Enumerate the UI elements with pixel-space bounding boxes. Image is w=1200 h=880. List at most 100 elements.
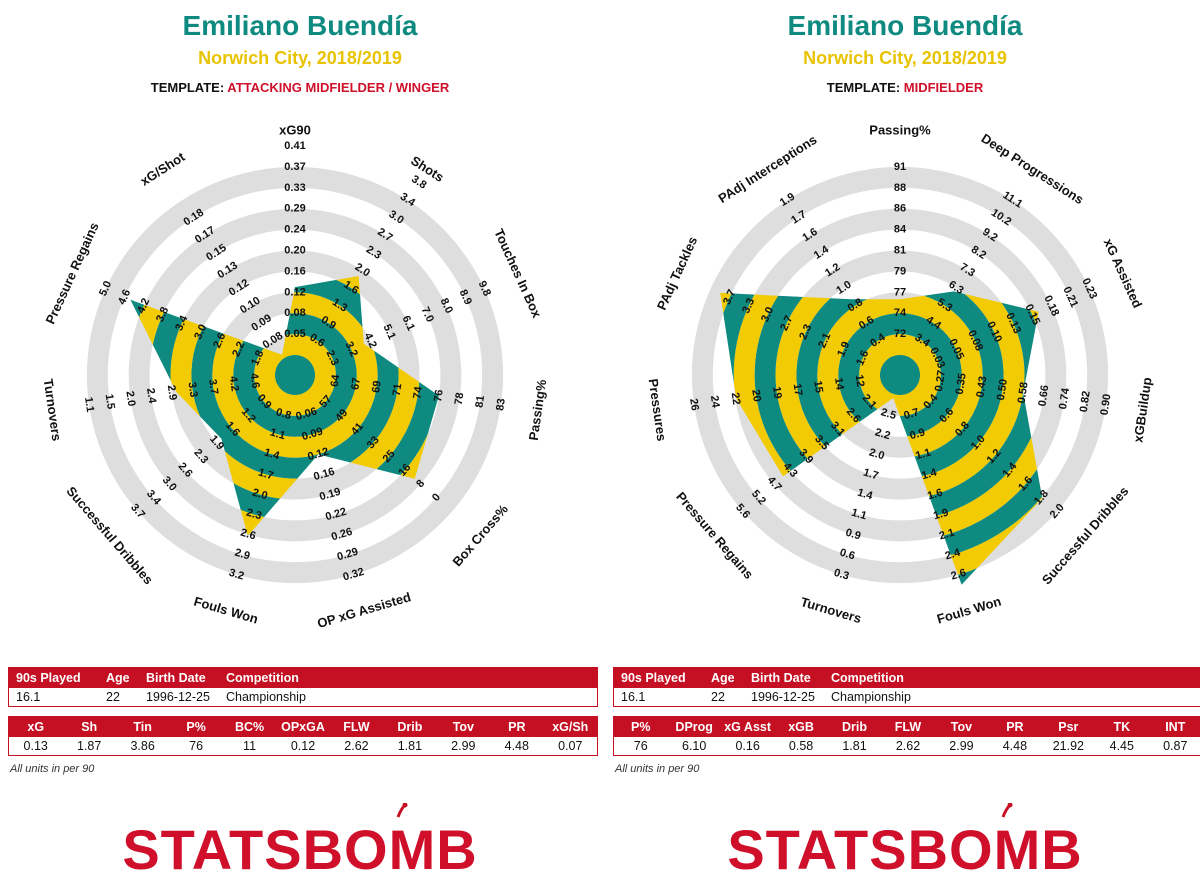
stat-value: 6.10 [682,739,707,753]
stat-value: 4.48 [1002,739,1028,753]
stat-header: Drib [397,720,423,734]
header-age: Age [106,671,130,685]
tick-label: 1.9 [835,340,852,359]
player-name: Emiliano Buendía [787,10,1023,41]
tick-label: 81 [473,395,487,409]
stat-header: Sh [81,720,98,734]
tick-label: 1.1 [914,446,932,462]
info-table-header: 90s Played Age Birth Date Competition [9,668,597,688]
tick-label: 0.58 [1016,381,1031,404]
tick-label: 67 [349,377,363,391]
stat-value: 0.12 [290,739,316,753]
stat-header: BC% [234,720,265,734]
tick-label: 5.0 [97,279,114,298]
tick-label: 1.5 [103,393,117,410]
header-competition: Competition [831,671,904,685]
stat-header: Tov [452,720,474,734]
value-band [254,334,336,416]
stat-header: INT [1165,720,1186,734]
stat-value: 2.99 [949,739,974,753]
tick-label: 0.06 [295,405,319,423]
tick-label: 79 [894,265,906,277]
tick-label: 3.2 [227,567,245,583]
info-table: 90s Played Age Birth Date Competition 16… [8,667,598,707]
tick-label: 86 [894,203,906,215]
tick-label: 1.1 [269,426,287,442]
tick-label: 64 [329,373,343,388]
tick-label: 0.27 [933,369,948,392]
tick-label: 91 [894,161,906,173]
stat-header: P% [186,720,206,734]
tick-label: 2.9 [165,384,179,401]
info-table-header: 90s Played Age Birth Date Competition [614,668,1200,688]
statsbomb-logo: STATSBOMB [122,803,477,878]
tick-label: 0.19 [318,486,342,504]
stat-value: 2.62 [344,739,369,753]
tick-label: 2.3 [245,507,263,523]
stats-table: xG Sh Tin P% BC% OPxGA FLW Drib Tov PR x… [8,716,598,756]
stat-header: FLW [343,720,370,734]
radar-chart: 727477798184868891Passing%3.44.45.36.37.… [646,123,1155,627]
tick-label: 5.1 [381,323,398,342]
axis-label: xG/Shot [137,149,188,189]
radar-chart: 0.05 0.08 0.12 0.16 0.20 0.24 0.29 0.33 0.37 0.41… [41,123,550,631]
stat-header: Psr [1058,720,1079,734]
tick-label: 0.8 [274,406,292,422]
stats-table-header: P% DProg xG Asst xGB Drib FLW Tov PR Psr… [614,717,1200,737]
header-birth-date: Birth Date [146,671,206,685]
tick-label: 0.08 [284,307,305,319]
tick-label: 0.12 [306,446,330,464]
tick-label: 0.12 [284,286,305,298]
value-competition: Championship [831,690,911,704]
tick-label: 1.1 [82,396,96,413]
tick-label: 4.2 [227,375,241,392]
tick-label: 8.0 [438,296,455,315]
tick-label: 74 [411,385,425,400]
stats-table-row: 0.13 1.87 3.86 76 11 0.12 2.62 1.81 2.99… [9,737,597,755]
tick-label: 88 [894,182,906,194]
stat-header: PR [508,720,526,734]
tick-label: 2.6 [239,527,257,543]
axis-label: Box Cross% [449,501,511,569]
stats-table: P% DProg xG Asst xGB Drib FLW Tov PR Psr… [613,716,1200,756]
axis-label: xGBuildup [1130,376,1154,443]
tick-label: 2.2 [874,426,892,442]
stat-header: xG/Sh [552,720,589,734]
units-note: All units in per 90 [10,763,95,775]
tick-label: 4.6 [247,372,261,389]
stat-value: 2.62 [895,739,921,753]
tick-label: 17 [791,383,805,397]
tick-label: 4.6 [116,288,133,307]
value-age: 22 [106,690,120,704]
tick-label: 8.9 [457,288,474,307]
template-label: TEMPLATE: [826,80,904,95]
tick-label: 1.4 [263,446,282,462]
header-competition: Competition [226,671,299,685]
tick-label: 81 [894,245,906,257]
axis-label: Touches In Box [491,226,545,320]
tick-label: 2.3 [797,323,814,342]
tick-label: 77 [894,286,906,298]
tick-label: 0.22 [324,506,348,524]
tick-label: 3.7 [206,378,220,395]
template-line: TEMPLATE: ATTACKING MIDFIELDER / WINGER [0,80,600,95]
stat-value: 0.58 [788,739,814,753]
tick-label: 0.9 [844,527,862,543]
value-90s-played: 16.1 [16,690,41,704]
tick-label: 2.2 [230,340,247,359]
tick-label: 0.26 [330,526,354,544]
tick-label: 2.6 [950,567,968,583]
tick-label: 2.4 [144,387,158,405]
axis-label: xG90 [279,123,311,138]
tick-label: 2.4 [944,546,963,562]
tick-label: 1.6 [926,487,944,503]
stat-value: 76 [189,739,204,753]
tick-label: 2.1 [938,527,956,543]
value-90s-played: 16.1 [621,690,646,704]
stat-value: 1.87 [77,739,102,753]
tick-label: 0.09 [300,426,324,444]
tick-label: 0.16 [312,466,336,484]
tick-label: 0.35 [954,372,969,395]
stat-header: Tov [950,720,973,734]
stat-value: 1.81 [397,739,423,753]
